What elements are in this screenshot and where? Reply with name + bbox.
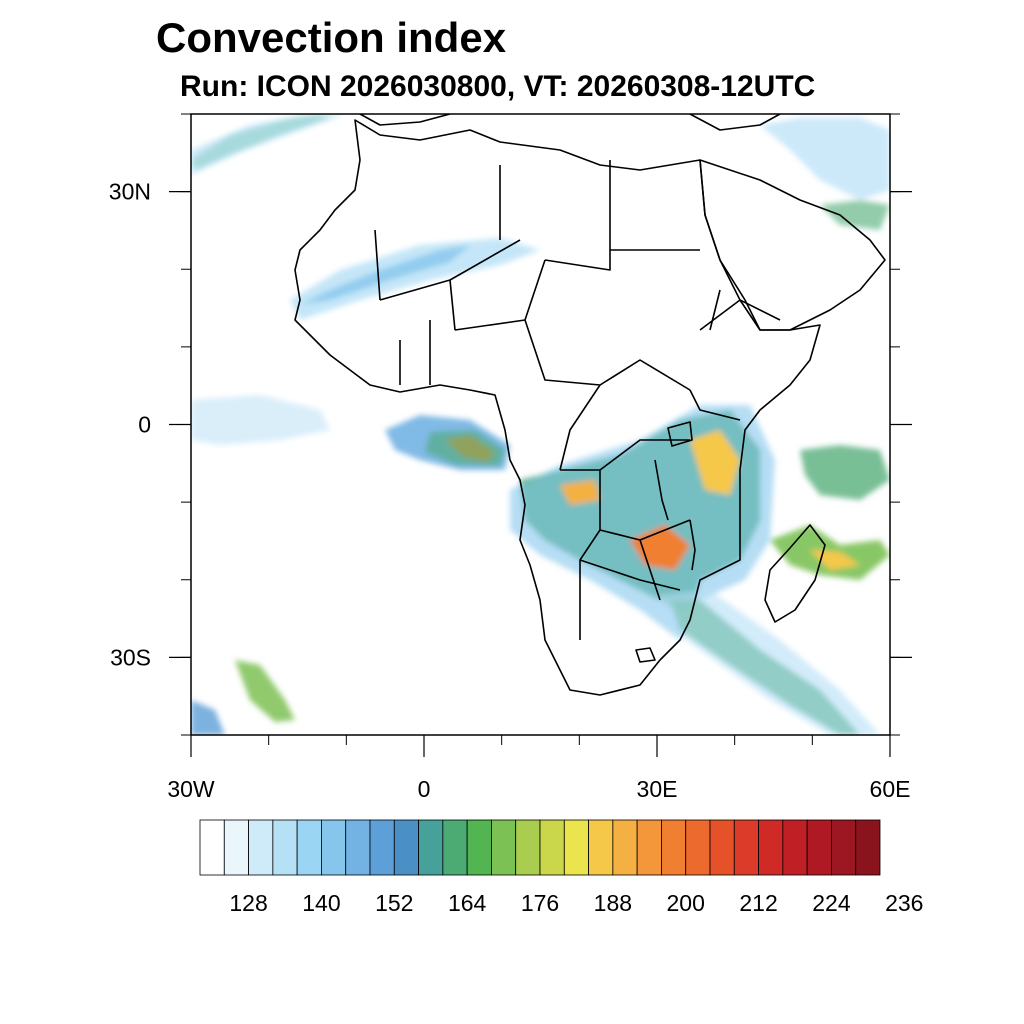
colorbar-label: 224 — [812, 890, 851, 916]
colorbar: 128 140 152 164 176 188 200 212 224 236 — [199, 819, 923, 916]
colorbar-swatch — [345, 819, 371, 876]
turkey-coastline — [689, 114, 781, 131]
country-borders — [374, 160, 781, 640]
lon-tick-label: 30W — [167, 776, 215, 802]
colorbar-swatch — [709, 819, 735, 876]
convection-area-sahel — [290, 238, 540, 320]
colorbar-label: 236 — [885, 890, 923, 916]
colorbar-swatch — [199, 819, 225, 876]
colorbar-swatch — [466, 819, 492, 876]
colorbar-label: 200 — [667, 890, 705, 916]
colorbar-swatch — [418, 819, 444, 876]
colorbar-swatch — [515, 819, 541, 876]
lat-tick-label: 30S — [110, 644, 151, 670]
convection-area-northeast-ocean — [800, 445, 890, 500]
colorbar-swatch — [272, 819, 298, 876]
lon-tick-label: 0 — [418, 776, 431, 802]
colorbar-swatch — [758, 819, 784, 876]
colorbar-label: 176 — [521, 890, 559, 916]
colorbar-swatch — [636, 819, 662, 876]
colorbar-swatch — [588, 819, 614, 876]
colorbar-swatch — [393, 819, 419, 876]
colorbar-label: 128 — [229, 890, 267, 916]
lake-malawi — [689, 519, 696, 571]
convection-area-sahel-core — [300, 245, 470, 305]
colorbar-label: 212 — [739, 890, 777, 916]
colorbar-swatch — [369, 819, 395, 876]
lon-tick-label: 30E — [637, 776, 678, 802]
colorbar-label: 164 — [448, 890, 487, 916]
colorbar-swatch — [855, 819, 881, 876]
colorbar-swatch — [782, 819, 808, 876]
colorbar-label: 140 — [302, 890, 340, 916]
convection-area-atlantic — [191, 395, 330, 445]
colorbar-swatch — [491, 819, 517, 876]
coastlines-borders — [294, 114, 886, 696]
colorbar-swatch — [661, 819, 687, 876]
colorbar-label: 152 — [375, 890, 413, 916]
colorbar-swatch — [296, 819, 322, 876]
colorbar-swatch — [612, 819, 638, 876]
southern-africa-inner-coast — [635, 647, 656, 663]
convection-ring-gulf-guinea — [425, 430, 505, 466]
convection-area-northwest-edge — [191, 114, 345, 175]
arabia-coastline — [699, 159, 886, 331]
colorbar-swatch — [685, 819, 711, 876]
lake-tanganyika — [654, 459, 669, 521]
colorbar-swatch — [223, 819, 249, 876]
convection-area-arabia — [820, 200, 890, 230]
convection-core-zambia — [630, 525, 690, 570]
axes: 30W 0 30E 60E 30N 0 30S — [109, 113, 912, 802]
convection-area-southwest — [235, 660, 295, 722]
map-subtitle: Run: ICON 2026030800, VT: 20260308-12UTC — [180, 70, 816, 103]
convection-field — [191, 114, 890, 735]
convection-band-southeast-edge — [660, 590, 880, 735]
convection-core-angola — [560, 480, 600, 505]
madagascar-coastline — [764, 524, 826, 623]
colorbar-swatch — [733, 819, 759, 876]
colorbar-swatch — [442, 819, 468, 876]
colorbar-swatch — [321, 819, 347, 876]
colorbar-swatch — [539, 819, 565, 876]
colorbar-swatch — [831, 819, 857, 876]
colorbar-swatch — [248, 819, 274, 876]
colorbar-swatch — [806, 819, 832, 876]
lat-tick-label: 0 — [138, 412, 151, 438]
convection-area-northeast — [760, 118, 890, 200]
europe-coastline — [359, 114, 451, 126]
colorbar-swatch — [563, 819, 589, 876]
convection-core-east-africa — [690, 430, 740, 495]
lon-tick-label: 60E — [870, 776, 911, 802]
colorbar-label: 188 — [594, 890, 632, 916]
convection-area-southwest-corner — [191, 700, 225, 735]
lat-tick-label: 30N — [109, 179, 151, 205]
map-title: Convection index — [156, 14, 507, 61]
